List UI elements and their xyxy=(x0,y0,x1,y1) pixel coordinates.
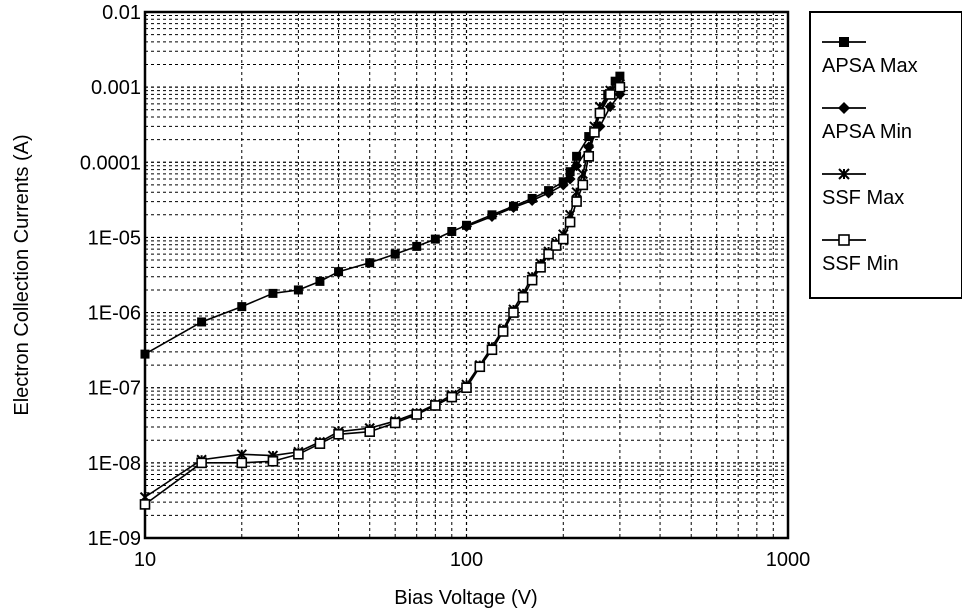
x-axis-label: Bias Voltage (V) xyxy=(394,587,537,609)
tick-labels: 10 100 1000 1E-09 1E-08 1E-07 1E-06 1E-05 0.0001… xyxy=(80,2,810,571)
data-point xyxy=(486,344,498,356)
data-point xyxy=(557,233,569,245)
data-point xyxy=(197,317,207,327)
data-point xyxy=(604,89,616,100)
legend-item: SSF Min xyxy=(822,234,899,275)
data-point xyxy=(461,382,472,394)
series-apsa-min xyxy=(461,88,626,232)
data-point xyxy=(315,276,325,286)
x-tick-label: 100 xyxy=(450,549,483,571)
data-point xyxy=(564,173,576,185)
data-point xyxy=(196,457,207,469)
data-point xyxy=(583,151,595,162)
legend-item: SSF Max xyxy=(822,168,904,209)
data-point xyxy=(564,216,576,228)
legend-marker xyxy=(838,102,850,114)
data-point xyxy=(334,267,344,277)
x-tick-label: 1000 xyxy=(766,549,811,571)
grid xyxy=(145,12,788,538)
data-point xyxy=(365,258,375,268)
series-ssf-max xyxy=(139,78,626,503)
y-tick-label: 0.01 xyxy=(102,2,141,24)
data-point xyxy=(364,426,376,437)
y-tick-label: 1E-07 xyxy=(88,378,141,400)
legend: APSA Max APSA Min SSF Max SSF Min xyxy=(809,11,962,299)
data-point xyxy=(508,307,519,318)
data-point xyxy=(571,196,582,207)
series-line xyxy=(144,83,621,498)
data-point xyxy=(594,107,606,119)
data-point xyxy=(584,132,594,142)
data-point xyxy=(140,349,150,359)
legend-item: APSA Max xyxy=(822,37,918,77)
data-point xyxy=(589,127,600,138)
data-point xyxy=(557,179,569,191)
data-point xyxy=(236,457,248,469)
plot-frame xyxy=(143,10,790,540)
data-point xyxy=(526,195,538,207)
data-point xyxy=(526,274,538,286)
data-point xyxy=(390,249,400,259)
data-point xyxy=(236,449,247,460)
data-point xyxy=(571,160,583,172)
data-point xyxy=(412,241,422,251)
data-point xyxy=(411,409,422,420)
legend-label: APSA Max xyxy=(822,55,918,77)
data-point xyxy=(577,179,589,191)
data-point xyxy=(507,202,519,214)
data-point xyxy=(550,240,562,251)
data-point xyxy=(447,226,457,236)
data-point xyxy=(293,448,304,460)
y-tick-label: 1E-06 xyxy=(88,303,141,325)
legend-marker xyxy=(838,168,850,180)
series-line xyxy=(144,86,621,506)
data-point xyxy=(543,187,555,199)
data-point xyxy=(314,438,326,449)
data-point xyxy=(333,428,344,440)
data-point xyxy=(293,285,303,295)
data-point xyxy=(497,326,509,337)
legend-item: APSA Min xyxy=(822,102,912,143)
data-point xyxy=(430,400,441,411)
data-point xyxy=(446,391,458,403)
data-point xyxy=(237,302,247,312)
data-point xyxy=(267,455,279,467)
legend-label: SSF Min xyxy=(822,253,899,275)
data-point xyxy=(535,262,546,273)
data-point xyxy=(430,234,440,244)
data-point xyxy=(572,151,582,161)
data-point xyxy=(474,361,486,373)
y-tick-label: 1E-05 xyxy=(88,227,141,249)
legend-marker xyxy=(838,234,850,246)
data-point xyxy=(543,248,554,260)
series-ssf-min xyxy=(139,81,626,510)
data-point xyxy=(614,81,626,93)
y-axis-label: Electron Collection Currents (A) xyxy=(11,134,33,415)
y-tick-label: 0.001 xyxy=(91,77,141,99)
legend-box xyxy=(809,11,962,299)
data-point xyxy=(615,71,625,81)
data-point xyxy=(604,101,616,113)
x-tick-label: 10 xyxy=(134,549,156,571)
y-tick-label: 0.0001 xyxy=(80,152,141,174)
data-point xyxy=(139,499,151,510)
data-point xyxy=(565,167,575,177)
y-tick-label: 1E-09 xyxy=(88,528,141,550)
legend-label: SSF Max xyxy=(822,187,904,209)
y-tick-label: 1E-08 xyxy=(88,453,141,475)
data-point xyxy=(461,220,472,232)
data-point xyxy=(517,291,529,303)
data-point xyxy=(268,288,278,298)
data-point xyxy=(389,417,401,429)
series-layer xyxy=(139,71,626,510)
legend-marker xyxy=(839,37,849,47)
data-point xyxy=(486,210,498,222)
data-point xyxy=(610,76,620,86)
legend-label: APSA Min xyxy=(822,121,912,143)
